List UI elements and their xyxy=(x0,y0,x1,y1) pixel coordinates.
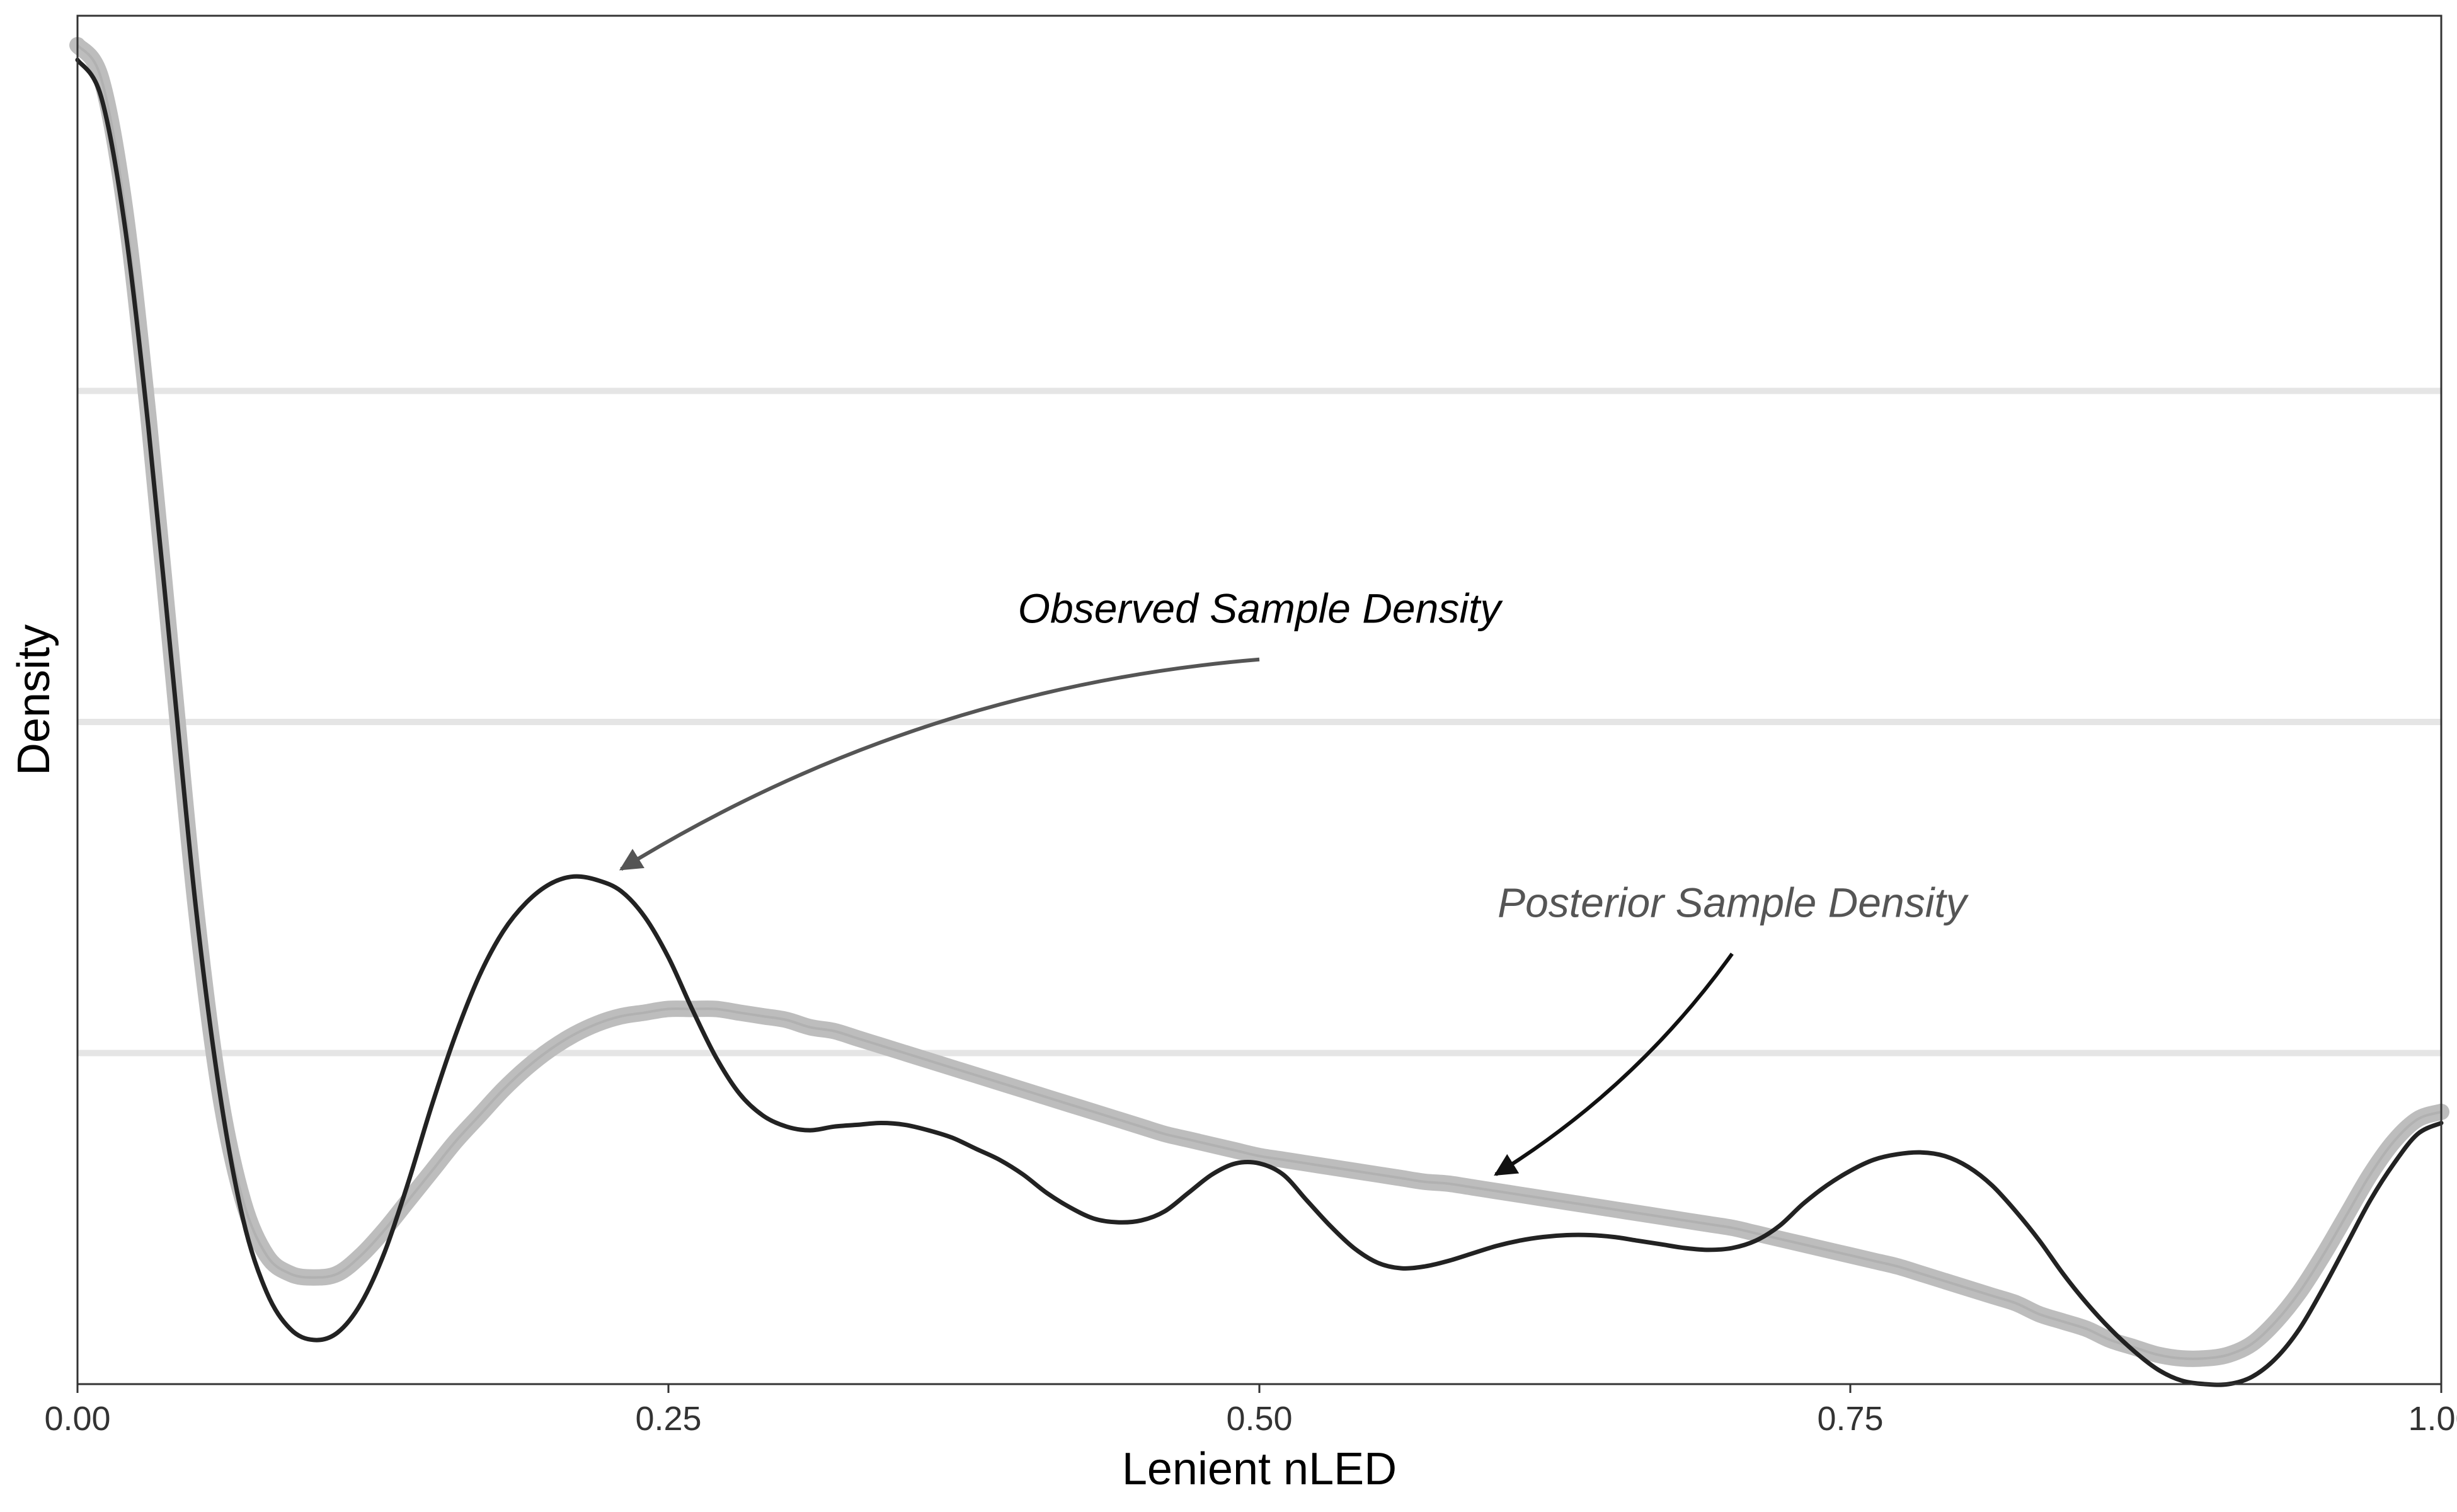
annotations: Observed Sample Density Posterior Sample … xyxy=(619,585,1969,1176)
observed-sample-series xyxy=(75,57,2444,1387)
x-tick-label-1: 0.25 xyxy=(635,1400,701,1438)
x-axis-ticks: 0.00 0.25 0.50 0.75 1.00 xyxy=(44,1384,2457,1438)
x-axis-title: Lenient nLED xyxy=(1122,1444,1397,1494)
x-tick-label-2: 0.50 xyxy=(1226,1400,1292,1438)
x-tick-label-0: 0.00 xyxy=(44,1400,110,1438)
annotation-label-1: Posterior Sample Density xyxy=(1498,879,1969,925)
observed-density-line xyxy=(75,57,2444,1387)
posterior-sample-series xyxy=(69,37,2449,1367)
annotation-arrow-0 xyxy=(619,657,1260,871)
y-axis-title: Density xyxy=(9,624,59,776)
annotation-arrow-1 xyxy=(1494,953,1734,1176)
x-tick-label-4: 1.00 xyxy=(2408,1400,2457,1438)
posterior-density-line xyxy=(76,44,2442,1360)
annotation-label-0: Observed Sample Density xyxy=(1018,585,1504,631)
x-tick-label-3: 0.75 xyxy=(1817,1400,1883,1438)
gridlines xyxy=(77,387,2441,1057)
